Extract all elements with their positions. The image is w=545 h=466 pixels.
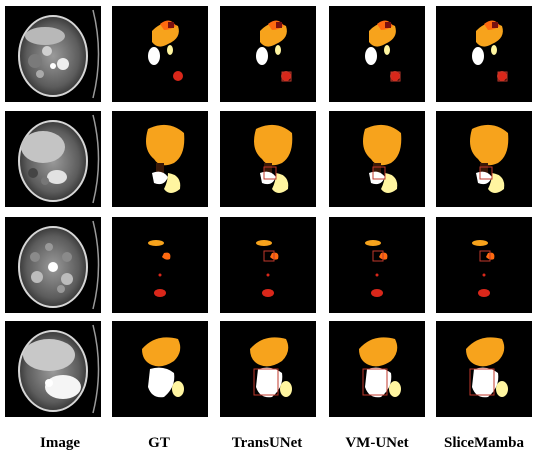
segmentation-mask bbox=[436, 217, 532, 313]
segmentation-mask bbox=[112, 321, 208, 417]
segmentation-mask bbox=[220, 217, 316, 313]
segmentation-mask bbox=[436, 6, 532, 102]
segmentation-mask bbox=[436, 111, 532, 207]
segmentation-mask bbox=[112, 6, 208, 102]
segmentation-mask bbox=[220, 111, 316, 207]
ct-scan-image bbox=[5, 111, 101, 207]
segmentation-mask bbox=[112, 111, 208, 207]
segmentation-mask bbox=[329, 6, 425, 102]
ct-scan-image bbox=[5, 217, 101, 313]
segmentation-mask bbox=[329, 111, 425, 207]
segmentation-mask bbox=[436, 321, 532, 417]
segmentation-mask bbox=[329, 217, 425, 313]
label-slicemamba: SliceMamba bbox=[444, 435, 524, 451]
segmentation-mask bbox=[220, 321, 316, 417]
figure-grid bbox=[5, 6, 532, 417]
label-gt: GT bbox=[148, 435, 170, 451]
ct-scan-image bbox=[5, 6, 101, 102]
label-vm-unet: VM-UNet bbox=[345, 435, 409, 451]
label-image: Image bbox=[40, 435, 80, 451]
segmentation-mask bbox=[329, 321, 425, 417]
segmentation-mask bbox=[220, 6, 316, 102]
ct-scan-image bbox=[5, 321, 101, 417]
segmentation-mask bbox=[112, 217, 208, 313]
label-transunet: TransUNet bbox=[231, 435, 303, 451]
